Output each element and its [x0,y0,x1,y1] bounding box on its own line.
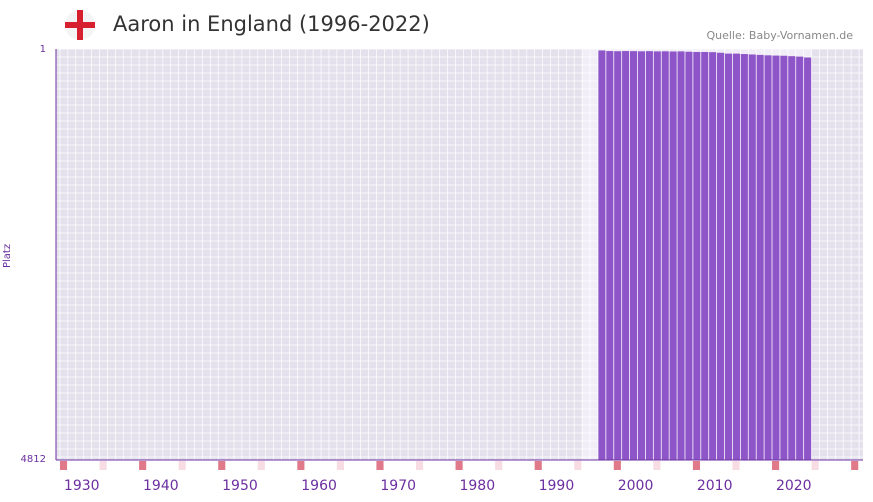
bar-2016 [756,54,764,460]
half-decade-marker [415,461,424,470]
bar-2003 [653,51,661,460]
bar-2018 [772,55,780,460]
bar-1998 [614,51,622,460]
half-decade-marker [336,461,344,470]
x-tick-1980: 1980 [459,478,496,494]
bar-2017 [764,55,772,460]
bar-2013 [732,53,740,460]
x-tick-1990: 1990 [538,478,575,494]
half-decade-marker [732,461,740,470]
x-tick-1960: 1960 [301,478,337,494]
bar-2012 [724,53,733,460]
bar-2006 [677,51,685,460]
decade-marker [376,461,384,470]
bar-2015 [748,54,756,461]
bar-2005 [669,51,677,460]
source-credit: Quelle: Baby-Vornamen.de [706,29,853,42]
decade-marker [772,461,780,470]
chart-title: Aaron in England (1996-2022) [113,12,430,36]
bar-1996 [598,50,606,460]
bar-2000 [629,51,638,460]
half-decade-marker [811,461,819,470]
half-decade-marker [574,461,582,470]
half-decade-marker [653,461,661,470]
bar-2020 [788,56,796,460]
x-tick-2000: 2000 [617,478,654,494]
half-decade-marker [257,461,265,470]
decade-marker [692,461,701,470]
y-tick-bottom: 4812 [20,454,46,465]
decade-marker [297,461,305,470]
bar-2010 [709,52,717,460]
x-tick-2020: 2020 [775,478,812,494]
decade-marker [455,461,463,470]
decade-marker [613,461,621,470]
x-tick-1930: 1930 [63,478,100,494]
bar-2007 [685,51,693,460]
bar-2014 [740,54,748,461]
bar-2001 [637,51,646,461]
bar-2021 [796,56,804,460]
x-tick-2010: 2010 [696,478,733,494]
bar-2002 [645,51,653,460]
decade-marker [218,461,226,470]
bar-2019 [780,55,788,461]
decade-marker [139,461,147,470]
half-decade-marker [495,461,503,470]
decade-marker [59,461,68,470]
x-tick-1970: 1970 [380,478,417,494]
bar-2009 [701,51,709,461]
decade-marker [534,461,542,470]
england-flag-icon [64,9,96,41]
bar-2011 [717,52,725,461]
bar-2004 [661,51,669,461]
bar-2022 [804,57,812,461]
half-decade-marker [178,461,186,470]
bar-1997 [606,51,614,461]
bar-2008 [693,51,701,461]
decade-marker [851,461,859,470]
bar-1999 [622,51,630,461]
half-decade-marker [99,461,107,470]
x-tick-1950: 1950 [222,478,258,494]
y-tick-top: 1 [39,44,46,55]
x-tick-1940: 1940 [143,478,179,494]
